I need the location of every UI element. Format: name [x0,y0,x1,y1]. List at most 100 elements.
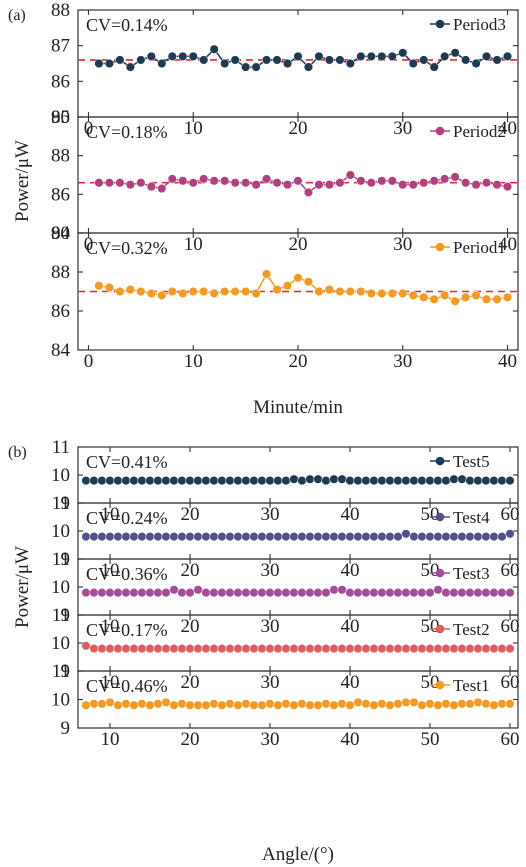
data-point [345,532,355,542]
data-point [450,296,460,306]
x-tick-label: 10 [184,351,203,372]
data-point [321,588,331,598]
x-tick-label: 40 [498,351,517,372]
y-tick-label: 84 [51,340,71,361]
data-point [450,48,460,58]
data-point [489,476,499,486]
data-point [369,532,379,542]
data-point [249,588,259,598]
data-point [425,699,435,709]
y-tick-label: 90 [51,107,70,128]
data-point [481,588,491,598]
data-point [177,644,187,654]
series-line-period1 [98,272,508,303]
data-point [489,588,499,598]
y-tick-label: 11 [52,493,70,514]
data-point [257,588,267,598]
legend-swatch-marker [435,19,445,29]
data-point [398,48,408,58]
data-point [497,644,507,654]
data-point [433,585,443,595]
data-point [249,532,259,542]
data-point [505,699,515,709]
data-point [465,532,475,542]
data-point [471,180,481,190]
x-tick-label: 20 [181,504,200,525]
data-point [313,474,323,484]
cv-annotation: CV=0.36% [86,564,168,584]
data-point [289,700,299,710]
x-tick-label: 30 [261,616,280,637]
data-point [241,644,251,654]
data-point [209,44,219,54]
data-point [129,644,139,654]
x-tick-label: 30 [261,560,280,581]
x-tick-label: 10 [101,504,120,525]
data-point [178,288,188,299]
data-point [393,532,403,542]
data-point [209,288,219,299]
data-point [440,290,450,300]
x-tick-label: 60 [501,672,520,693]
data-point [337,699,347,709]
data-point [335,178,345,188]
data-point [201,700,211,710]
data-point [361,644,371,654]
data-point [105,532,115,542]
data-point [251,288,261,299]
data-point [305,588,315,598]
data-point [94,58,104,69]
data-point [230,286,240,297]
x-tick-label: 40 [341,560,360,581]
data-point [473,532,483,542]
x-tick-label: 40 [498,118,517,139]
data-point [440,51,450,61]
data-point [282,281,293,291]
data-point [89,699,99,709]
data-point [449,644,459,654]
data-point [505,588,515,598]
data-point [97,476,107,486]
data-point [297,588,307,598]
data-point [225,532,235,542]
data-point [89,476,99,486]
y-tick-label: 9 [61,549,71,570]
data-point [209,532,219,542]
data-point [201,644,211,654]
data-point [217,644,227,654]
y-tick-label: 9 [61,718,71,739]
data-point [97,699,107,709]
data-point [314,180,324,190]
data-point [482,294,492,304]
data-point [188,51,198,61]
data-point [369,644,379,654]
data-point [366,288,376,299]
cv-annotation: CV=0.18% [86,122,168,142]
data-point [481,476,491,486]
data-point [199,286,209,297]
data-point [337,585,347,595]
data-point [353,588,363,598]
data-point [345,170,355,180]
data-point [209,699,219,709]
legend-swatch-marker [435,242,445,252]
data-point [177,588,187,598]
data-point [461,55,471,65]
data-point [417,588,427,598]
data-point [281,699,291,709]
data-point [265,644,275,654]
y-tick-label: 88 [51,262,70,283]
data-point [417,476,427,486]
data-point [361,532,371,542]
subplot-test2: 9 10 11 10 20 30 40 50 60 Test2 CV=0.17% [51,605,520,693]
data-point [153,699,163,709]
data-point [262,55,272,65]
data-point [305,700,315,710]
data-point [433,476,443,486]
legend-label: Test1 [453,676,490,695]
data-point [185,532,195,542]
y-tick-label: 11 [52,605,70,626]
legend-label: Period2 [453,122,506,141]
y-tick-label: 86 [51,301,70,322]
